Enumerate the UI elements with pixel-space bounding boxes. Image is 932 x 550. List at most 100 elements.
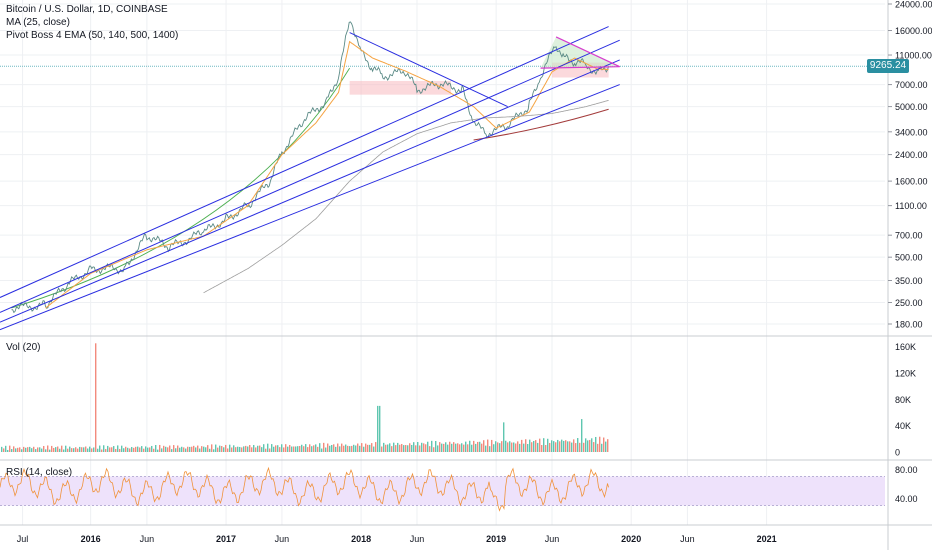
vol-tick-label: 160K xyxy=(895,342,916,352)
volume-bar xyxy=(359,445,361,452)
ma-legend[interactable]: MA (25, close) xyxy=(6,17,70,28)
volume-bar xyxy=(261,447,263,452)
volume-bar xyxy=(183,447,185,452)
volume-bar xyxy=(15,448,17,452)
volume-bar xyxy=(579,442,581,452)
volume-bar xyxy=(463,444,465,452)
volume-bar xyxy=(567,441,569,452)
volume-bar xyxy=(401,443,403,452)
rsi-tick-label: 80.00 xyxy=(895,465,918,475)
volume-bar xyxy=(283,447,285,452)
volume-bar xyxy=(223,447,225,452)
volume-bar xyxy=(469,440,471,452)
volume-bar xyxy=(371,443,373,452)
volume-bar xyxy=(441,443,443,452)
ema-late-line xyxy=(473,108,609,141)
volume-bar xyxy=(411,444,413,452)
ema-legend[interactable]: Pivot Boss 4 EMA (50, 140, 500, 1400) xyxy=(6,30,179,41)
volume-bar xyxy=(525,439,527,452)
volume-bar xyxy=(109,447,111,452)
volume-bar xyxy=(511,442,513,452)
volume-bar xyxy=(353,444,355,452)
volume-bar xyxy=(179,447,181,452)
volume-bar xyxy=(213,449,215,452)
volume-bar xyxy=(167,447,169,452)
volume-bar xyxy=(355,445,357,452)
volume-bar xyxy=(93,447,95,452)
volume-bar xyxy=(571,442,573,452)
volume-bar xyxy=(585,438,587,452)
rsi-band xyxy=(0,476,885,506)
volume-bar xyxy=(147,447,149,452)
volume-bar xyxy=(335,446,337,452)
volume-bar xyxy=(311,446,313,452)
volume-bar xyxy=(193,445,195,452)
volume-bar xyxy=(425,444,427,452)
volume-bar xyxy=(495,441,497,452)
volume-bar xyxy=(145,446,147,452)
volume-bar xyxy=(435,440,437,452)
volume-bar xyxy=(269,448,271,452)
volume-bar xyxy=(333,444,335,452)
volume-bar xyxy=(163,445,165,452)
volume-bar xyxy=(155,444,157,452)
rsi-legend[interactable]: RSI (14, close) xyxy=(6,467,73,478)
volume-bar xyxy=(171,449,173,452)
volume-bar xyxy=(583,442,585,452)
volume-bar xyxy=(127,447,129,452)
y-tick-label: 250.00 xyxy=(895,298,923,308)
volume-bar xyxy=(177,445,179,452)
x-tick-label: Jul xyxy=(17,534,29,544)
volume-bar xyxy=(527,443,529,452)
volume-bar xyxy=(573,439,575,452)
volume-bar xyxy=(513,442,515,452)
volume-bar xyxy=(553,441,555,452)
volume-bar xyxy=(443,443,445,452)
volume-bar xyxy=(3,448,5,452)
volume-bar xyxy=(257,445,259,452)
y-tick-label: 16000.00 xyxy=(895,26,932,36)
volume-bar xyxy=(431,440,433,452)
volume-bar xyxy=(115,448,117,452)
volume-bar xyxy=(363,446,365,452)
volume-bar xyxy=(85,446,87,452)
volume-bar xyxy=(271,444,273,452)
volume-bar xyxy=(293,446,295,452)
volume-bar xyxy=(77,448,79,452)
channel-top-line xyxy=(0,26,609,298)
volume-bar xyxy=(237,446,239,452)
volume-bar xyxy=(405,444,407,452)
volume-bar xyxy=(187,446,189,452)
volume-bar xyxy=(557,439,559,452)
volume-bar xyxy=(539,438,541,452)
volume-bar xyxy=(383,442,385,452)
volume-bar xyxy=(595,436,597,452)
rsi-tick-label: 40.00 xyxy=(895,494,918,504)
volume-bar xyxy=(453,442,455,452)
volume-bar xyxy=(251,447,253,452)
volume-bar xyxy=(197,445,199,452)
volume-bar xyxy=(277,445,279,452)
volume-bar xyxy=(111,447,113,452)
volume-bar xyxy=(563,440,565,452)
y-tick-label: 1100.00 xyxy=(895,201,927,211)
volume-bar xyxy=(19,447,21,452)
volume-bar xyxy=(403,445,405,452)
volume-bar xyxy=(11,449,13,452)
volume-bar xyxy=(541,445,543,452)
volume-bar xyxy=(489,446,491,452)
volume-bar xyxy=(199,448,201,452)
volume-bar xyxy=(281,444,283,452)
volume-bar xyxy=(575,443,577,452)
volume-bar xyxy=(285,444,287,452)
volume-bar xyxy=(133,447,135,452)
x-tick-label: Jun xyxy=(410,534,425,544)
volume-bar xyxy=(247,446,249,452)
volume-legend[interactable]: Vol (20) xyxy=(6,342,41,353)
volume-bar xyxy=(227,448,229,452)
volume-bar xyxy=(395,445,397,452)
volume-bar xyxy=(593,442,595,452)
volume-bar xyxy=(329,445,331,452)
volume-bar xyxy=(603,437,605,452)
